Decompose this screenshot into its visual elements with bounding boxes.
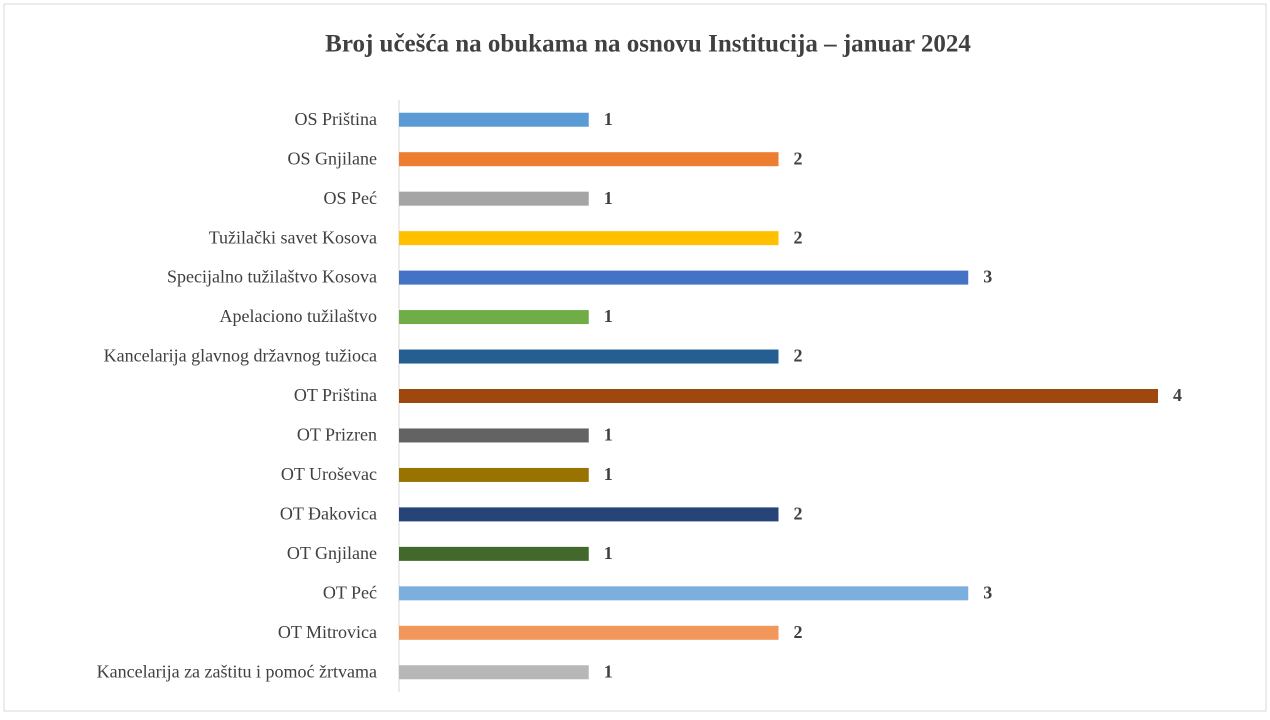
data-label: 2 <box>794 346 803 366</box>
bar <box>399 112 589 127</box>
data-label: 1 <box>604 425 613 445</box>
category-label: Kancelarija glavnog državnog tužioca <box>104 346 377 366</box>
data-label: 1 <box>604 543 613 563</box>
bar <box>399 625 779 640</box>
bar <box>399 270 969 285</box>
category-label: Apelaciono tužilaštvo <box>220 306 377 326</box>
data-label: 3 <box>983 582 992 602</box>
bar <box>399 467 589 482</box>
data-label: 1 <box>604 661 613 681</box>
category-label: OT Uroševac <box>281 464 377 484</box>
category-label: OT Priština <box>294 385 377 405</box>
bar <box>399 586 969 601</box>
chart-title: Broj učešća na obukama na osnovu Institu… <box>325 31 971 58</box>
data-label: 1 <box>604 188 613 208</box>
data-label: 4 <box>1173 385 1182 405</box>
data-label: 1 <box>604 306 613 326</box>
data-label: 2 <box>794 622 803 642</box>
bar <box>399 507 779 522</box>
bar <box>399 665 589 680</box>
category-label: OT Prizren <box>297 425 377 445</box>
bar <box>399 191 589 206</box>
category-label: OS Gnjilane <box>288 148 378 168</box>
category-label: Tužilački savet Kosova <box>209 227 377 247</box>
bar <box>399 349 779 364</box>
category-label: OT Đakovica <box>280 504 377 524</box>
bar <box>399 389 1158 403</box>
bar <box>399 546 589 561</box>
bar <box>399 310 589 325</box>
bar <box>399 428 589 443</box>
data-label: 2 <box>794 148 803 168</box>
data-label: 3 <box>983 267 992 287</box>
bar <box>399 231 779 246</box>
category-label: OT Gnjilane <box>287 543 377 563</box>
data-label: 1 <box>604 464 613 484</box>
data-label: 1 <box>604 109 613 129</box>
category-label: OT Peć <box>323 582 377 602</box>
bar <box>399 152 779 167</box>
category-label: OS Priština <box>294 109 377 129</box>
data-label: 2 <box>794 227 803 247</box>
data-label: 2 <box>794 504 803 524</box>
category-label: Specijalno tužilaštvo Kosova <box>167 267 377 287</box>
category-label: Kancelarija za zaštitu i pomoć žrtvama <box>97 661 377 681</box>
category-label: OT Mitrovica <box>278 622 377 642</box>
category-label: OS Peć <box>324 188 378 208</box>
